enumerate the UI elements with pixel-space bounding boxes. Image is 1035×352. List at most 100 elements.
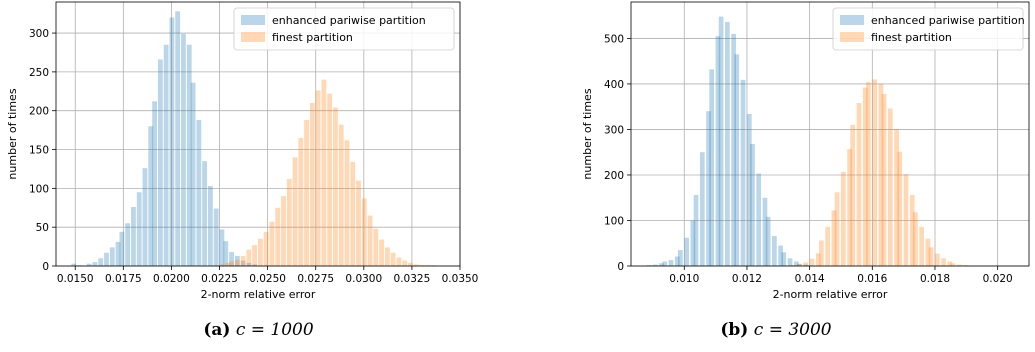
histogram-bar bbox=[756, 173, 762, 266]
histogram-bar bbox=[834, 192, 840, 266]
chart-panel-b: 0.010 0.012 0.014 0.016 0.018 0.020 0 100 200 300… bbox=[517, 0, 1035, 352]
histogram-bar bbox=[646, 265, 652, 266]
histogram-bar bbox=[258, 238, 263, 266]
histogram-bar bbox=[263, 231, 269, 266]
y-tick-label: 150 bbox=[29, 145, 49, 157]
histogram-bar bbox=[934, 253, 940, 266]
histogram-bar bbox=[925, 238, 931, 266]
histogram-bar bbox=[778, 245, 783, 266]
histogram-bar bbox=[709, 69, 715, 267]
histogram-bar bbox=[706, 111, 711, 266]
x-tick-label: 0.010 bbox=[669, 273, 699, 285]
histogram-bar bbox=[240, 255, 246, 266]
histogram-bar bbox=[913, 212, 918, 266]
histogram-bar bbox=[881, 93, 887, 266]
legend-box bbox=[233, 7, 455, 51]
histogram-bar bbox=[725, 22, 730, 266]
y-tick-label: 300 bbox=[29, 28, 49, 40]
histogram-bar bbox=[181, 33, 186, 266]
y-tick-label: 200 bbox=[29, 106, 49, 118]
histogram-bar bbox=[909, 194, 915, 266]
histogram-bar bbox=[652, 264, 658, 266]
histogram-bar bbox=[234, 255, 240, 266]
histogram-bar bbox=[413, 264, 419, 266]
histogram-bar bbox=[941, 258, 946, 266]
histogram-bar bbox=[762, 197, 768, 266]
histogram-b: 0.010 0.012 0.014 0.016 0.018 0.020 0 100 200 300… bbox=[581, 1, 1030, 301]
caption-b-text: c = 3000 bbox=[753, 320, 832, 340]
histogram-bar bbox=[148, 126, 154, 266]
caption-b-label: (b) bbox=[720, 320, 749, 340]
histogram-bar bbox=[202, 161, 208, 266]
histogram-bar bbox=[734, 54, 740, 267]
histogram-bar bbox=[252, 264, 258, 266]
y-axis-label: number of times bbox=[581, 88, 594, 179]
x-tick-label: 0.0175 bbox=[105, 273, 142, 285]
histogram-bar bbox=[396, 257, 402, 266]
y-tick-label: 500 bbox=[604, 33, 624, 45]
x-tick-label: 0.0225 bbox=[201, 273, 238, 285]
histogram-bar bbox=[950, 263, 956, 266]
legend-swatch bbox=[241, 32, 265, 42]
legend-swatch bbox=[840, 32, 864, 42]
legend-box bbox=[832, 7, 1024, 51]
histogram-bar bbox=[746, 113, 752, 266]
histogram-bar bbox=[684, 237, 689, 266]
x-tick-label: 0.0200 bbox=[153, 273, 190, 285]
histogram-bar bbox=[196, 120, 202, 266]
x-tick-label: 0.012 bbox=[732, 273, 762, 285]
histogram-bar bbox=[731, 33, 736, 267]
histogram-bar bbox=[292, 157, 298, 266]
histogram-bar bbox=[367, 215, 373, 266]
caption-a-text: c = 1000 bbox=[235, 320, 314, 340]
histogram-bar bbox=[668, 260, 674, 266]
histogram-bar bbox=[894, 129, 899, 266]
histogram-bar bbox=[246, 249, 252, 266]
histogram-bar bbox=[690, 220, 696, 266]
histogram-bar bbox=[963, 265, 968, 266]
histogram-bar bbox=[856, 103, 862, 266]
histogram-bar bbox=[281, 196, 286, 266]
legend-label: finest partition bbox=[272, 31, 353, 44]
histogram-bar bbox=[797, 264, 802, 266]
histogram-bar bbox=[333, 107, 338, 266]
histogram-bar bbox=[321, 79, 327, 266]
x-tick-label: 0.0250 bbox=[249, 273, 286, 285]
histogram-bar bbox=[252, 245, 258, 266]
histogram-bar bbox=[793, 261, 799, 266]
chart-panel-a: 0.0150 0.0175 0.0200 0.0225 0.0250 0.0275 0.03… bbox=[0, 0, 517, 352]
histogram-bar bbox=[115, 241, 121, 266]
histogram-bar bbox=[790, 265, 796, 266]
legend-label: finest partition bbox=[871, 31, 952, 44]
x-tick-label: 0.0275 bbox=[297, 273, 334, 285]
histogram-bar bbox=[765, 216, 771, 266]
histogram-bar bbox=[223, 241, 229, 266]
histogram-bar bbox=[825, 226, 830, 266]
x-tick-label: 0.0150 bbox=[57, 273, 94, 285]
histogram-bar bbox=[928, 247, 934, 266]
histogram-bar bbox=[866, 82, 871, 266]
histogram-bar bbox=[286, 179, 292, 266]
histogram-bar bbox=[327, 93, 333, 266]
x-tick-label: 0.016 bbox=[857, 273, 887, 285]
histogram-bar bbox=[131, 206, 136, 266]
histogram-bar bbox=[186, 44, 192, 266]
histogram-bar bbox=[163, 44, 169, 266]
x-tick-label: 0.020 bbox=[983, 273, 1013, 285]
histogram-bar bbox=[715, 36, 721, 266]
histogram-bar bbox=[408, 262, 413, 266]
histogram-bar bbox=[315, 90, 321, 267]
histogram-bar bbox=[92, 262, 98, 266]
histogram-bar bbox=[847, 149, 852, 266]
histogram-bar bbox=[142, 168, 148, 266]
histogram-bar bbox=[219, 264, 225, 266]
caption-b: (b) c = 3000 bbox=[517, 320, 1035, 340]
histogram-bar bbox=[379, 239, 385, 266]
histogram-bar bbox=[947, 261, 953, 266]
histogram-bar bbox=[213, 208, 219, 266]
caption-a: (a) c = 1000 bbox=[0, 320, 517, 340]
histogram-bar bbox=[803, 264, 809, 266]
histogram-bar bbox=[86, 263, 92, 266]
histogram-bar bbox=[803, 262, 809, 266]
histogram-bar bbox=[152, 101, 157, 266]
